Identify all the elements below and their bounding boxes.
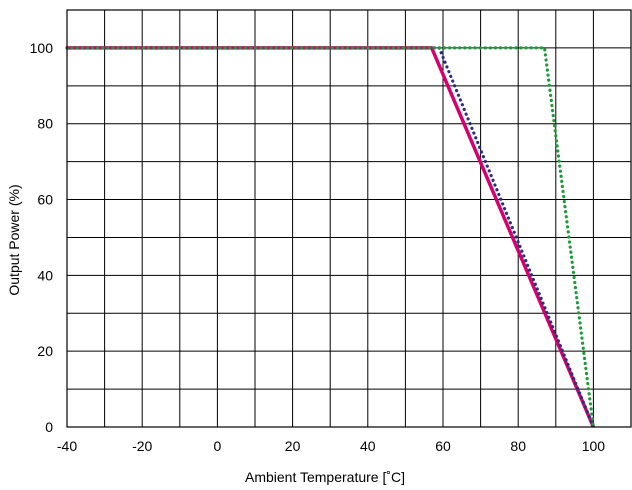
y-tick-label: 80 bbox=[37, 116, 53, 132]
y-axis-title: Output Power (%) bbox=[6, 184, 22, 295]
x-tick-label: -20 bbox=[132, 438, 152, 454]
x-tick-label: 0 bbox=[214, 438, 222, 454]
grid bbox=[67, 10, 631, 427]
y-tick-label: 100 bbox=[30, 40, 54, 56]
series-group bbox=[65, 46, 596, 429]
y-tick-labels: 0 20 40 60 80 100 bbox=[30, 40, 54, 435]
x-tick-label: 80 bbox=[510, 438, 526, 454]
y-tick-label: 40 bbox=[37, 267, 53, 283]
x-tick-labels: -40 -20 0 20 40 60 80 100 bbox=[57, 438, 605, 454]
x-tick-label: -40 bbox=[57, 438, 77, 454]
x-tick-label: 60 bbox=[435, 438, 451, 454]
y-tick-label: 20 bbox=[37, 343, 53, 359]
plot-frame bbox=[66, 9, 632, 428]
x-axis-title: Ambient Temperature [˚C] bbox=[245, 469, 405, 485]
x-tick-label: 20 bbox=[285, 438, 301, 454]
x-tick-label: 40 bbox=[360, 438, 376, 454]
series-line-3 bbox=[65, 46, 596, 429]
x-tick-label: 100 bbox=[582, 438, 606, 454]
y-tick-label: 60 bbox=[37, 192, 53, 208]
y-tick-label: 0 bbox=[45, 419, 53, 435]
